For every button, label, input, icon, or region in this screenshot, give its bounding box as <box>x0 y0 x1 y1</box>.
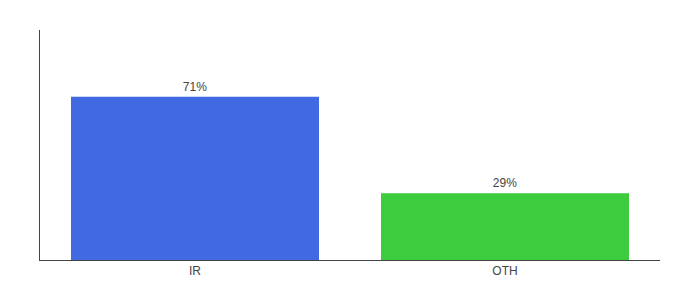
svg-text:OTH: OTH <box>492 264 517 278</box>
svg-text:IR: IR <box>189 264 201 278</box>
svg-text:29%: 29% <box>493 176 517 190</box>
svg-text:71%: 71% <box>183 80 207 94</box>
